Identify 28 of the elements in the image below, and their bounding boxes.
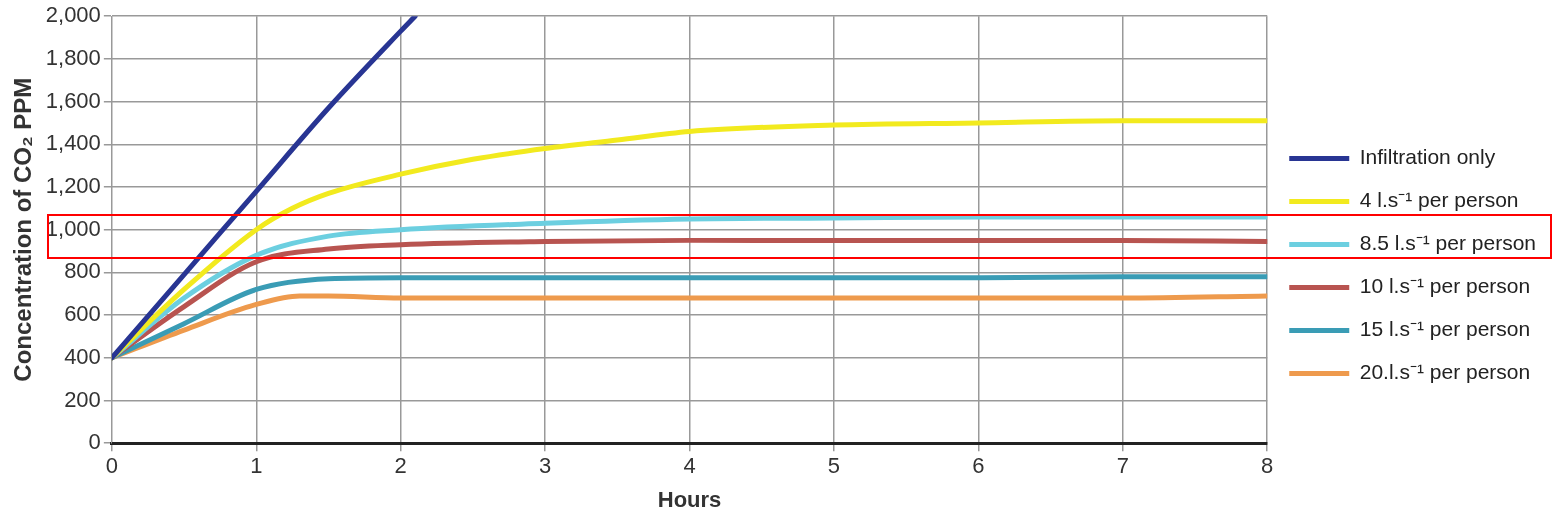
x-tick-label: 7	[1116, 453, 1129, 479]
x-tick-label: 6	[972, 453, 985, 479]
x-tick-label: 1	[250, 453, 263, 479]
y-tick-label: 1,800	[45, 44, 101, 70]
y-tick-label: 1,200	[45, 173, 101, 199]
legend-label: 8.5 l.s⁻¹ per person	[1359, 231, 1537, 255]
legend-label: Infiltration only	[1359, 145, 1496, 169]
x-tick-label: 4	[683, 453, 696, 479]
y-tick-label: 2,000	[45, 2, 101, 28]
x-tick-label: 0	[105, 453, 118, 479]
legend-label: 4 l.s⁻¹ per person	[1359, 188, 1519, 212]
x-tick-label: 5	[827, 453, 841, 479]
y-tick-label: 0	[88, 429, 101, 455]
legend-label: 15 l.s⁻¹ per person	[1359, 317, 1531, 341]
y-axis-title: Concentration of CO₂ PPM	[9, 77, 37, 382]
y-tick-label: 1,600	[45, 87, 101, 113]
x-axis-title: Hours	[657, 486, 722, 512]
y-tick-label: 200	[64, 386, 101, 412]
y-tick-label: 1,400	[45, 130, 101, 156]
y-tick-label: 1,000	[45, 215, 101, 241]
y-tick-label: 400	[64, 343, 101, 369]
x-tick-label: 8	[1261, 453, 1274, 479]
y-tick-label: 800	[64, 258, 101, 284]
y-tick-label: 600	[64, 301, 101, 327]
x-tick-label: 2	[394, 453, 407, 479]
legend-label: 20.l.s⁻¹ per person	[1359, 360, 1531, 384]
x-tick-label: 3	[539, 453, 552, 479]
legend-label: 10 l.s⁻¹ per person	[1359, 274, 1531, 298]
